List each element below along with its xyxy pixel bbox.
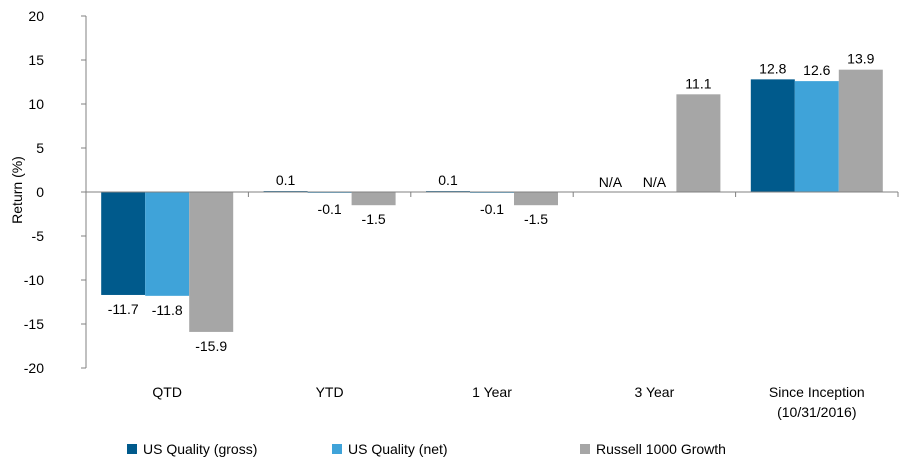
data-label: -1.5	[524, 211, 548, 227]
data-label: 12.6	[803, 62, 830, 78]
bar	[838, 69, 883, 192]
data-label: N/A	[599, 174, 623, 190]
category-label: YTD	[316, 384, 344, 400]
legend-label: Russell 1000 Growth	[596, 441, 726, 457]
legend-swatch	[580, 444, 590, 454]
data-label: 12.8	[759, 60, 786, 76]
data-label: 11.1	[685, 75, 711, 91]
y-tick-label: 0	[36, 184, 44, 200]
bar	[189, 192, 234, 332]
data-label: 0.1	[276, 172, 296, 188]
legend-item: Russell 1000 Growth	[580, 441, 726, 457]
x-axis: QTD YTD 1 Year 3 Year Since Inception (10/31/…	[85, 191, 899, 420]
data-label: -0.1	[480, 201, 504, 217]
data-label: 0.1	[438, 172, 458, 188]
y-tick-label: -15	[24, 316, 44, 332]
category-label: Since Inception (10/31/2016)	[769, 384, 865, 420]
y-tick-label: 5	[36, 140, 44, 156]
bar	[750, 79, 795, 192]
data-labels: -11.7 -11.8 -15.9 0.1 -0.1 -1.5 0.1 -0.1 -1.5 N/A…	[108, 51, 875, 354]
bar	[351, 192, 396, 206]
legend: US Quality (gross) US Quality (net) Russel…	[0, 441, 906, 463]
category-label: 3 Year	[635, 384, 675, 400]
bar	[676, 94, 721, 192]
category-label: QTD	[152, 384, 182, 400]
y-axis-title: Return (%)	[9, 156, 25, 224]
legend-swatch	[127, 444, 137, 454]
bar	[794, 81, 839, 192]
bars	[101, 69, 883, 332]
y-axis: 20 15 10 5 0 -5 -10 -15 -20	[24, 8, 87, 376]
legend-item: US Quality (gross)	[127, 441, 257, 457]
legend-label: US Quality (net)	[348, 441, 448, 457]
data-label: -11.8	[152, 302, 183, 318]
bar	[145, 192, 190, 296]
y-tick-label: -10	[24, 272, 44, 288]
bar	[514, 192, 558, 206]
legend-swatch	[332, 444, 342, 454]
y-tick-label: -20	[24, 360, 44, 376]
y-tick-label: 15	[28, 52, 44, 68]
bar	[101, 192, 146, 295]
legend-label: US Quality (gross)	[143, 441, 258, 457]
data-label: -0.1	[318, 201, 342, 217]
data-label: N/A	[643, 174, 667, 190]
data-label: -15.9	[195, 338, 227, 354]
bar-chart: 20 15 10 5 0 -5 -10 -15 -20 -11.7 -11.8 -15.9 0.1 -0…	[9, 8, 899, 420]
category-label: 1 Year	[472, 384, 512, 400]
data-label: -1.5	[362, 211, 386, 227]
data-label: -11.7	[108, 301, 139, 317]
data-label: 13.9	[847, 51, 874, 67]
y-tick-label: 10	[28, 96, 44, 112]
legend-item: US Quality (net)	[332, 441, 448, 457]
y-tick-label: 20	[28, 8, 44, 24]
y-tick-label: -5	[32, 228, 45, 244]
